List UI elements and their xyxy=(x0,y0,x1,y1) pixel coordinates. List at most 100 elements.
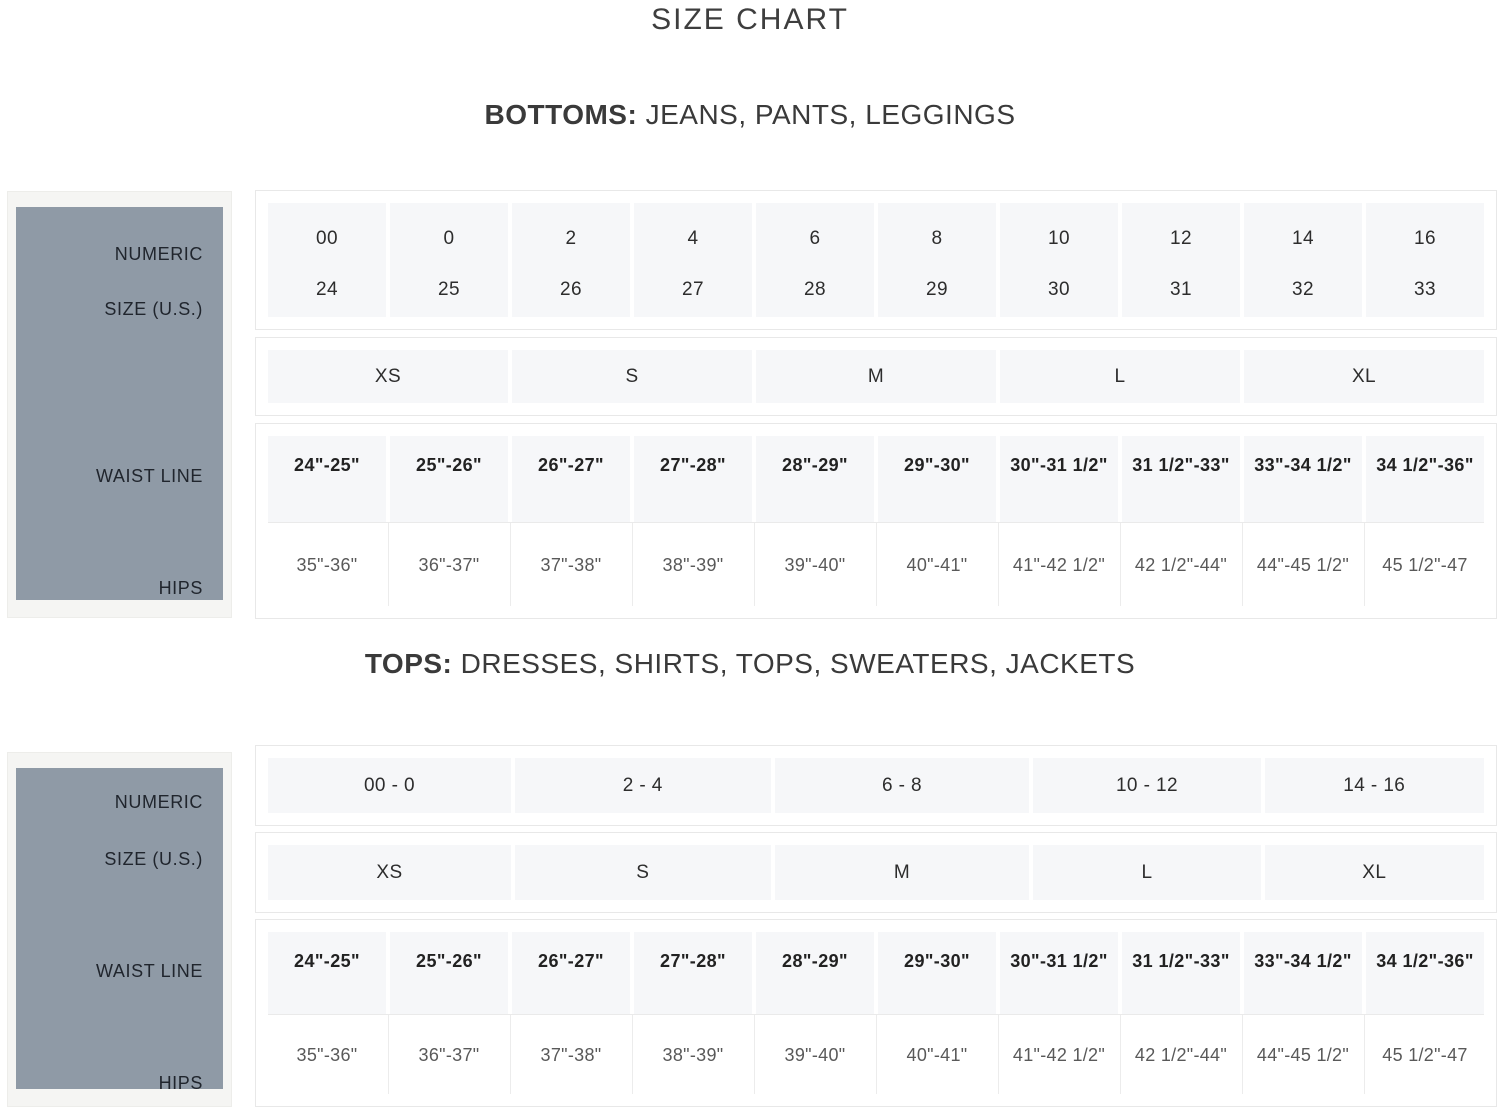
numeric-size-alt-value: 33 xyxy=(1414,279,1436,300)
waist-cell: 33"-34 1/2" xyxy=(1244,932,1362,1014)
numeric-size-alt-value: 27 xyxy=(682,279,704,300)
bottoms-hips-row: 35"-36" 36"-37" 37"-38" 38"-39" 39"-40" … xyxy=(268,522,1484,606)
hips-cell: 42 1/2"-44" xyxy=(1119,523,1240,606)
hips-cell: 37"-38" xyxy=(509,523,630,606)
hips-cell: 44"-45 1/2" xyxy=(1241,1015,1362,1094)
letter-size-cell: XL xyxy=(1244,350,1484,403)
numeric-size-alt-value: 25 xyxy=(438,279,460,300)
waist-cell: 28"-29" xyxy=(756,436,874,522)
hips-cell: 41"-42 1/2" xyxy=(997,1015,1118,1094)
bottoms-letter-band: XS S M L XL xyxy=(255,337,1497,416)
page-title: SIZE CHART xyxy=(651,3,849,36)
letter-size-cell: L xyxy=(1033,845,1261,900)
hips-cell: 45 1/2"-47 xyxy=(1363,523,1484,606)
tops-heading-label: TOPS: xyxy=(364,648,453,679)
bottoms-numeric-band: 00 24 0 25 2 26 4 27 6 28 8 29 10 30 12 31 14 32 … xyxy=(255,190,1497,330)
waist-cell: 29"-30" xyxy=(878,932,996,1014)
letter-size-cell: XL xyxy=(1264,845,1484,900)
hips-cell: 39"-40" xyxy=(753,523,874,606)
bottoms-waist-row: 24"-25" 25"-26" 26"-27" 27"-28" 28"-29" … xyxy=(268,436,1484,522)
numeric-size-value: 16 xyxy=(1414,228,1436,249)
tops-numeric-band: 00 - 0 2 - 4 6 - 8 10 - 12 14 - 16 xyxy=(255,745,1497,826)
waist-cell: 33"-34 1/2" xyxy=(1244,436,1362,522)
tops-section-heading: TOPS: DRESSES, SHIRTS, TOPS, SWEATERS, J… xyxy=(0,648,1500,680)
tops-heading-items: DRESSES, SHIRTS, TOPS, SWEATERS, JACKETS xyxy=(460,648,1136,679)
waist-cell: 30"-31 1/2" xyxy=(1000,436,1118,522)
tops-hips-row: 35"-36" 36"-37" 37"-38" 38"-39" 39"-40" … xyxy=(268,1014,1484,1094)
hips-cell: 42 1/2"-44" xyxy=(1119,1015,1240,1094)
waist-cell: 24"-25" xyxy=(268,436,386,522)
tops-sidebar-panel: NUMERIC SIZE (U.S.) WAIST LINE HIPS xyxy=(16,768,223,1093)
numeric-size-alt-value: 28 xyxy=(804,279,826,300)
numeric-size-cell: 14 32 xyxy=(1244,203,1362,317)
numeric-size-value: 4 xyxy=(687,228,699,249)
numeric-size-cell: 12 31 xyxy=(1122,203,1240,317)
sidebar-label-numeric: NUMERIC xyxy=(114,244,203,264)
bottoms-sidebar-panel: NUMERIC SIZE (U.S.) WAIST LINE HIPS xyxy=(16,207,223,600)
numeric-size-cell: 2 - 4 xyxy=(514,758,771,813)
hips-cell: 38"-39" xyxy=(631,523,752,606)
sidebar-label-size-us: SIZE (U.S.) xyxy=(104,299,203,319)
letter-size-cell: S xyxy=(512,350,752,403)
numeric-size-cell: 8 29 xyxy=(878,203,996,317)
numeric-size-cell: 10 - 12 xyxy=(1033,758,1261,813)
hips-cell: 41"-42 1/2" xyxy=(997,523,1118,606)
sidebar-label-numeric: NUMERIC xyxy=(114,792,203,812)
hips-cell: 36"-37" xyxy=(387,1015,508,1094)
hips-cell: 40"-41" xyxy=(875,1015,996,1094)
numeric-size-value: 8 xyxy=(931,228,943,249)
sidebar-label-waist-line: WAIST LINE xyxy=(95,466,203,486)
letter-size-cell: M xyxy=(756,350,996,403)
bottoms-heading-items: JEANS, PANTS, LEGGINGS xyxy=(645,99,1016,130)
numeric-size-value: 2 xyxy=(565,228,577,249)
hips-cell: 35"-36" xyxy=(268,523,386,606)
waist-cell: 34 1/2"-36" xyxy=(1366,932,1484,1014)
waist-cell: 34 1/2"-36" xyxy=(1366,436,1484,522)
sidebar-label-hips: HIPS xyxy=(158,578,203,598)
numeric-size-alt-value: 30 xyxy=(1048,279,1070,300)
numeric-size-cell: 10 30 xyxy=(1000,203,1118,317)
waist-cell: 26"-27" xyxy=(512,932,630,1014)
bottoms-sidebar: NUMERIC SIZE (U.S.) WAIST LINE HIPS xyxy=(7,191,232,618)
waist-cell: 27"-28" xyxy=(634,436,752,522)
numeric-size-alt-value: 24 xyxy=(316,279,338,300)
hips-cell: 45 1/2"-47 xyxy=(1363,1015,1484,1094)
numeric-size-cell: 2 26 xyxy=(512,203,630,317)
waist-cell: 29"-30" xyxy=(878,436,996,522)
letter-size-cell: S xyxy=(514,845,771,900)
numeric-size-value: 6 xyxy=(809,228,821,249)
waist-cell: 30"-31 1/2" xyxy=(1000,932,1118,1014)
waist-cell: 28"-29" xyxy=(756,932,874,1014)
tops-waist-row: 24"-25" 25"-26" 26"-27" 27"-28" 28"-29" … xyxy=(268,932,1484,1014)
numeric-size-cell: 0 25 xyxy=(390,203,508,317)
waist-cell: 31 1/2"-33" xyxy=(1122,436,1240,522)
letter-size-cell: XS xyxy=(268,845,511,900)
hips-cell: 35"-36" xyxy=(268,1015,386,1094)
bottoms-section-heading: BOTTOMS: JEANS, PANTS, LEGGINGS xyxy=(0,99,1500,131)
waist-cell: 26"-27" xyxy=(512,436,630,522)
hips-cell: 38"-39" xyxy=(631,1015,752,1094)
tops-measurements-band: 24"-25" 25"-26" 26"-27" 27"-28" 28"-29" … xyxy=(255,919,1497,1107)
hips-cell: 40"-41" xyxy=(875,523,996,606)
sidebar-label-waist-line: WAIST LINE xyxy=(95,961,203,981)
numeric-size-alt-value: 26 xyxy=(560,279,582,300)
letter-size-cell: L xyxy=(1000,350,1240,403)
waist-cell: 25"-26" xyxy=(390,932,508,1014)
numeric-size-value: 14 xyxy=(1292,228,1314,249)
numeric-size-cell: 00 - 0 xyxy=(268,758,511,813)
waist-cell: 27"-28" xyxy=(634,932,752,1014)
letter-size-cell: M xyxy=(774,845,1030,900)
numeric-size-cell: 00 24 xyxy=(268,203,386,317)
numeric-size-value: 12 xyxy=(1170,228,1192,249)
numeric-size-cell: 6 28 xyxy=(756,203,874,317)
numeric-size-alt-value: 29 xyxy=(926,279,948,300)
hips-cell: 39"-40" xyxy=(753,1015,874,1094)
numeric-size-value: 00 xyxy=(316,228,338,249)
waist-cell: 25"-26" xyxy=(390,436,508,522)
tops-sidebar: NUMERIC SIZE (U.S.) WAIST LINE HIPS xyxy=(7,752,232,1107)
numeric-size-alt-value: 32 xyxy=(1292,279,1314,300)
numeric-size-cell: 14 - 16 xyxy=(1264,758,1484,813)
letter-size-cell: XS xyxy=(268,350,508,403)
hips-cell: 37"-38" xyxy=(509,1015,630,1094)
